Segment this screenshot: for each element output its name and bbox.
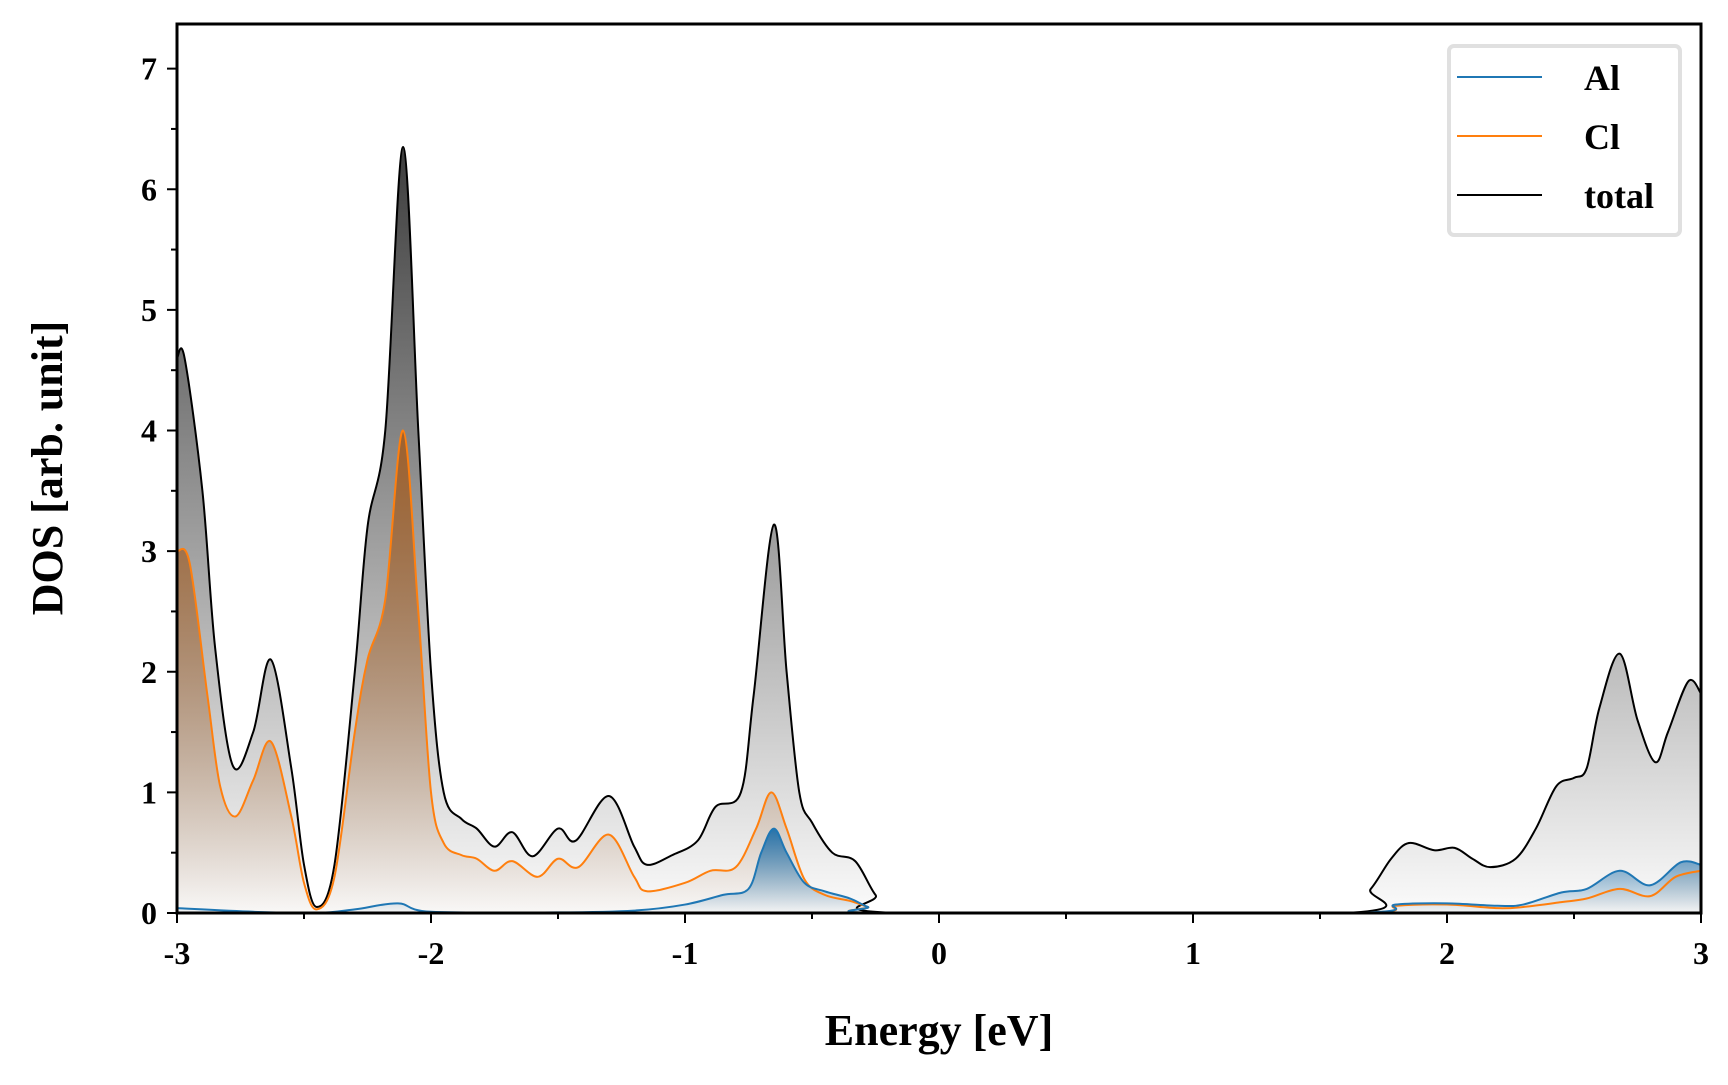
y-tick-label: 0 [141, 895, 157, 931]
x-axis: -3 -2 -1 0 1 2 3 [164, 913, 1709, 971]
x-tick-label: 1 [1185, 935, 1201, 971]
series-fills [177, 147, 1701, 914]
y-axis: 0 1 2 3 4 5 6 7 [141, 51, 177, 931]
x-tick-label: -1 [672, 935, 699, 971]
y-tick-label: 1 [141, 774, 157, 810]
y-tick-label: 2 [141, 654, 157, 690]
line-cl [176, 429, 1702, 915]
y-tick-label: 6 [141, 171, 157, 207]
y-tick-label: 5 [141, 292, 157, 328]
x-tick-label: -3 [164, 935, 191, 971]
x-tick-label: 0 [931, 935, 947, 971]
line-total [176, 146, 1702, 915]
y-tick-label: 7 [141, 51, 157, 87]
legend-label-al: Al [1584, 58, 1620, 98]
legend-label-cl: Cl [1584, 117, 1620, 157]
y-axis-label: DOS [arb. unit] [23, 321, 72, 616]
y-tick-label: 4 [141, 413, 157, 449]
legend-box [1447, 44, 1682, 237]
fill-cl [177, 430, 1701, 913]
x-tick-label: 2 [1439, 935, 1455, 971]
fill-total [177, 147, 1701, 914]
legend-label-total: total [1584, 176, 1654, 216]
legend: Al Cl total [1447, 44, 1682, 237]
x-tick-label: 3 [1693, 935, 1709, 971]
x-axis-label: Energy [eV] [825, 1006, 1054, 1055]
x-tick-label: -2 [418, 935, 445, 971]
y-tick-label: 3 [141, 533, 157, 569]
